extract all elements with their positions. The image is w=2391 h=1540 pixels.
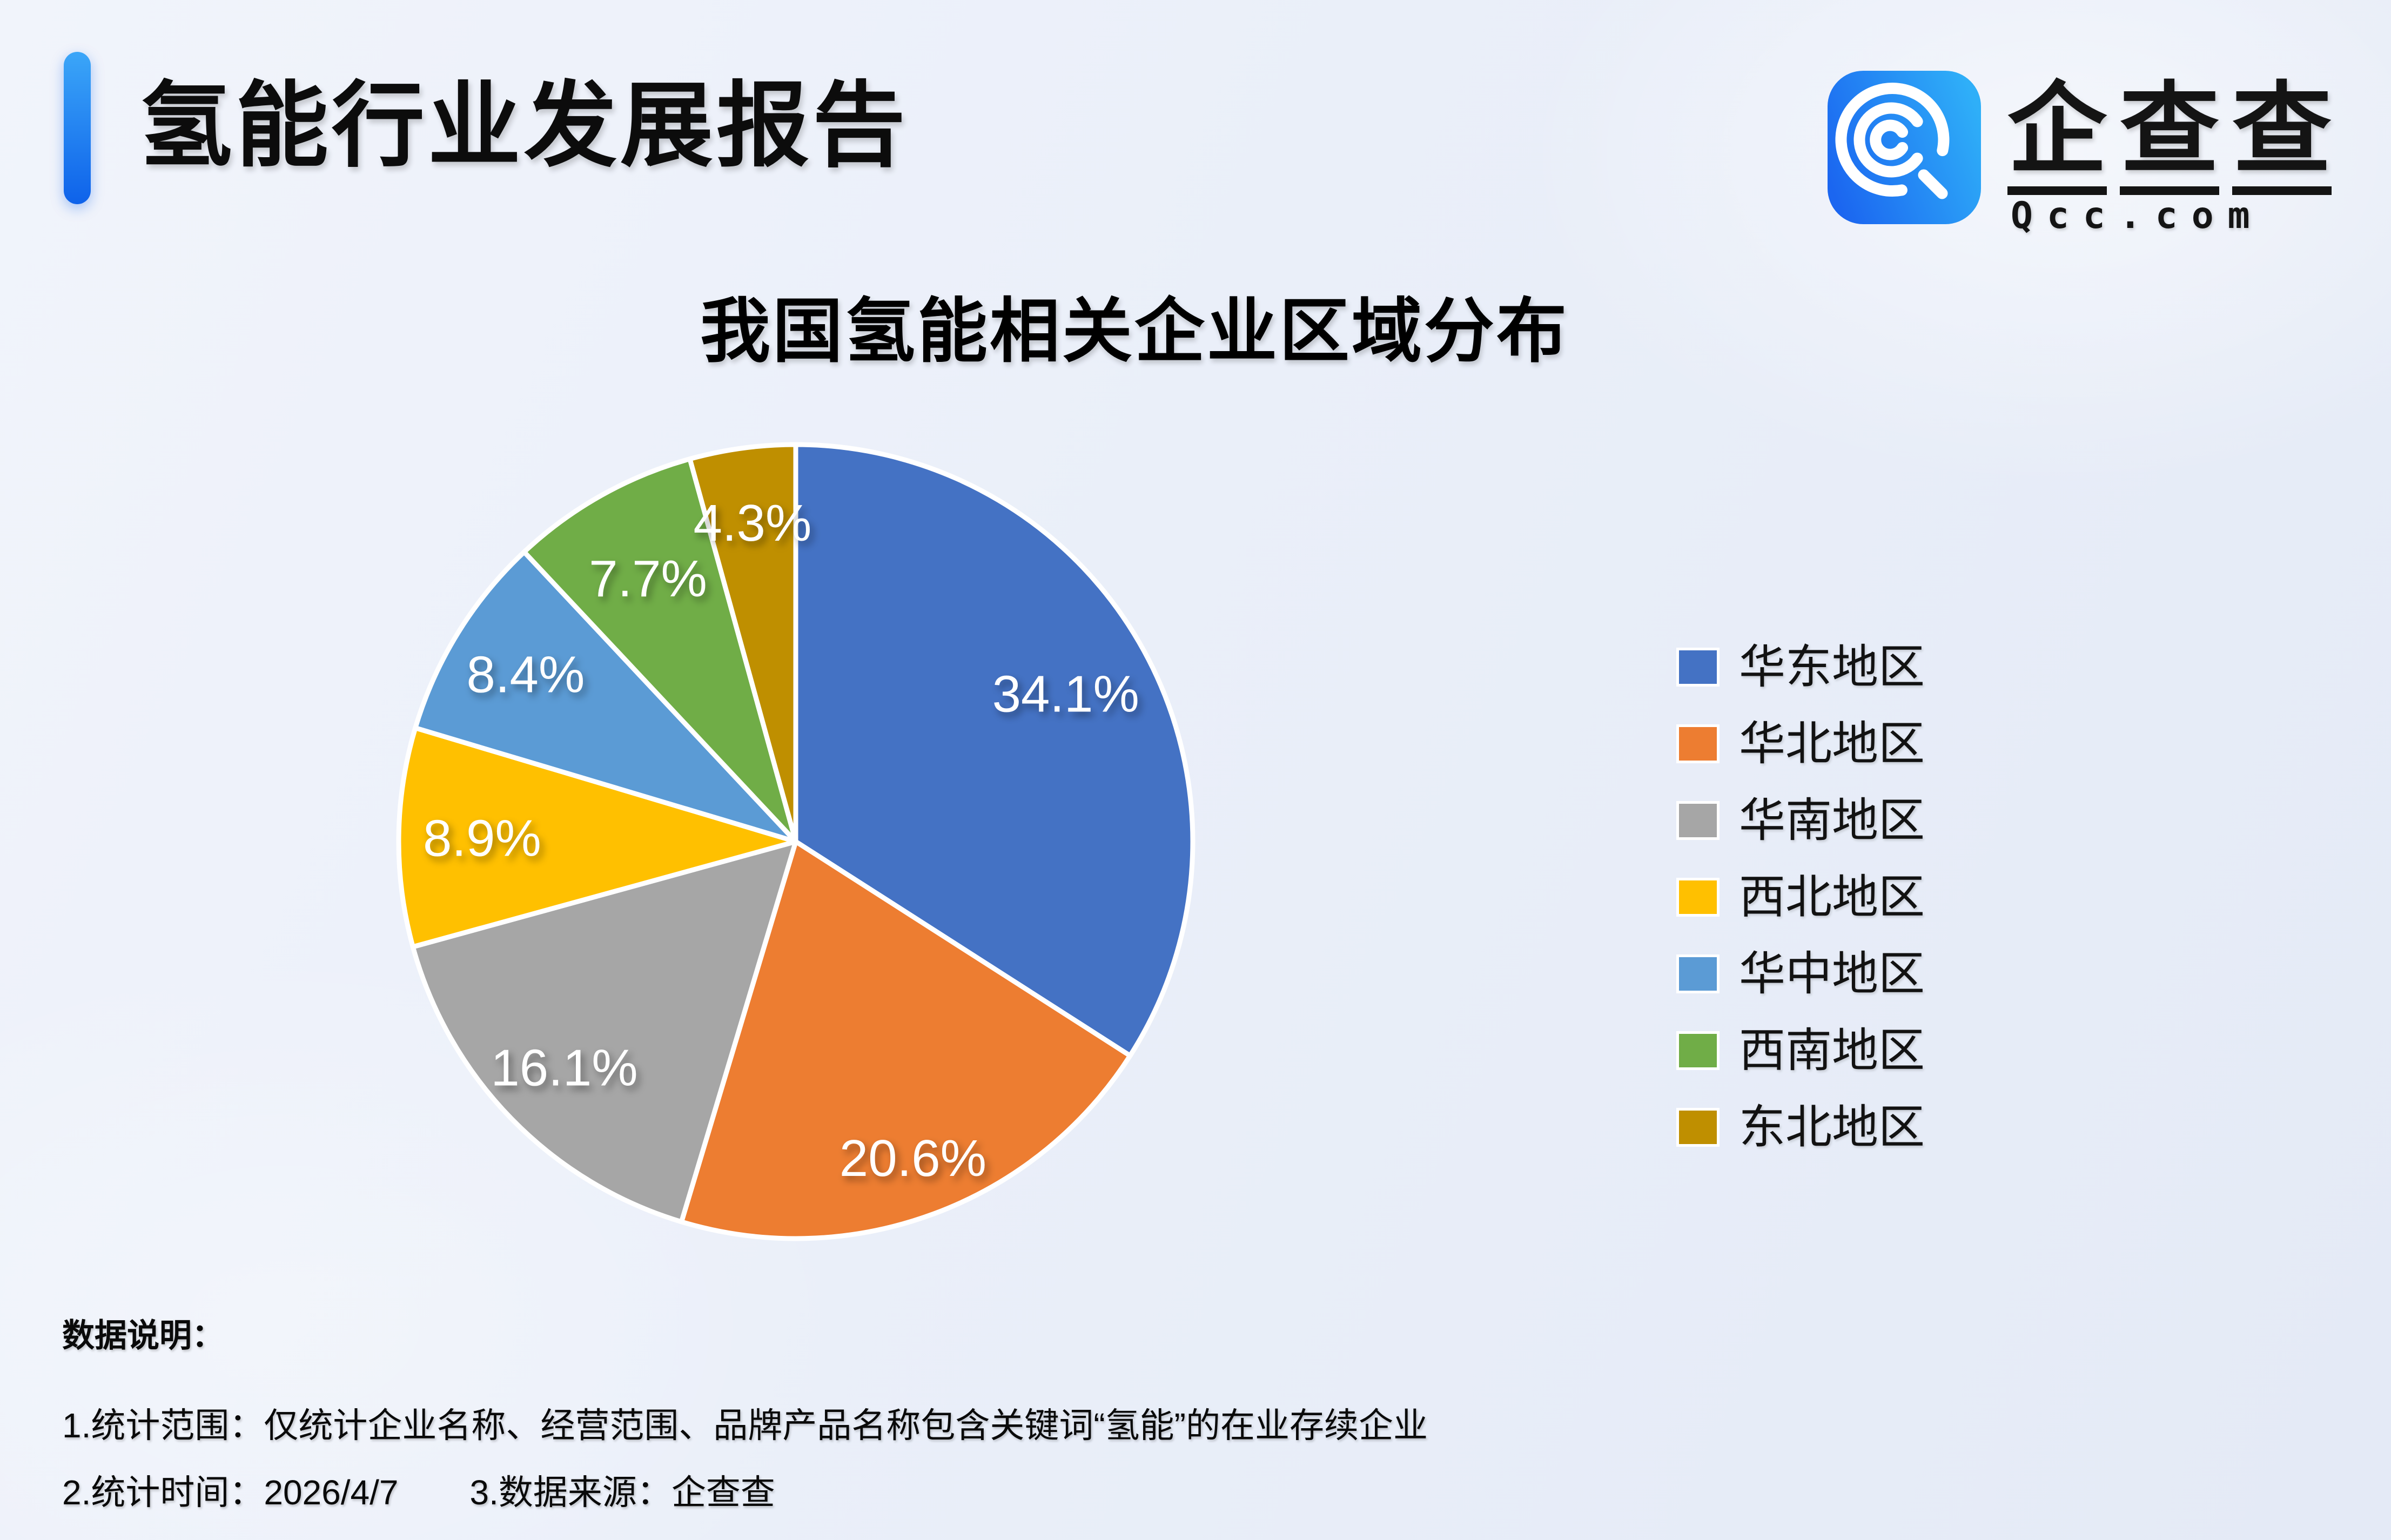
brand-char: 企 <box>2007 76 2107 195</box>
brand-wordmark: 企 查 查 <box>2007 76 2332 195</box>
legend-swatch <box>1676 1108 1720 1147</box>
brand-char: 查 <box>2120 76 2220 195</box>
pie-slice-西南地区 <box>521 456 798 844</box>
pie-chart: 34.1% 20.6% 16.1% 8.9% 8.4%7.7%4.3% <box>396 442 1196 1241</box>
legend-label: 华东地区 <box>1739 641 1925 693</box>
brand-domain: Qcc.com <box>2011 194 2264 237</box>
qcc-logo-icon <box>1828 71 1981 224</box>
legend-swatch <box>1676 878 1720 917</box>
pie-slices <box>396 442 1196 1241</box>
page-title: 氢能行业发展报告 <box>139 74 909 178</box>
legend-item-华中地区: 华中地区 <box>1676 951 1925 997</box>
note-line-1: 1.统计范围：仅统计企业名称、经营范围、品牌产品名称包含关键词“氢能”的在业存续… <box>62 1406 1428 1445</box>
legend-swatch <box>1676 648 1720 687</box>
legend-item-西北地区: 西北地区 <box>1676 874 1925 920</box>
legend-label: 西南地区 <box>1739 1025 1925 1077</box>
pie-slice-label-华北地区: 20.6% <box>839 1129 986 1187</box>
legend-item-华北地区: 华北地区 <box>1676 721 1925 767</box>
legend-label: 华南地区 <box>1739 795 1925 846</box>
pie-slice-东北地区 <box>687 442 798 844</box>
legend-label: 华中地区 <box>1739 948 1925 1000</box>
legend: 华东地区华北地区华南地区西北地区华中地区西南地区东北地区 <box>1676 644 1925 1151</box>
note-line-2: 2.统计时间：2026/4/7 3.数据来源：企查查 <box>62 1465 775 1515</box>
legend-item-西南地区: 西南地区 <box>1676 1027 1925 1074</box>
pie-slice-label-西北地区: 8.9% <box>423 810 541 867</box>
legend-label: 华北地区 <box>1739 718 1925 770</box>
brand-char: 查 <box>2232 76 2332 195</box>
note-stat-time: 2.统计时间：2026/4/7 <box>62 1473 399 1512</box>
legend-label: 西北地区 <box>1739 871 1925 923</box>
pie-slice-label-西南地区: 7.7% <box>589 550 707 608</box>
title-accent-bar <box>64 52 91 204</box>
pie-slice-华中地区 <box>413 549 798 844</box>
notes-heading: 数据说明： <box>62 1317 224 1354</box>
note-data-source: 3.数据来源：企查查 <box>469 1473 775 1512</box>
pie-slice-label-华东地区: 34.1% <box>992 665 1139 723</box>
pie-slice-label-华南地区: 16.1% <box>491 1039 637 1097</box>
legend-swatch <box>1676 724 1720 763</box>
legend-item-东北地区: 东北地区 <box>1676 1104 1925 1151</box>
chart-title: 我国氢能相关企业区域分布 <box>700 292 1569 371</box>
pie-slice-西北地区 <box>396 725 798 950</box>
pie-slice-华南地区 <box>410 839 798 1225</box>
legend-item-华东地区: 华东地区 <box>1676 644 1925 690</box>
legend-label: 东北地区 <box>1739 1101 1925 1153</box>
legend-swatch <box>1676 801 1720 840</box>
pie-slice-label-华中地区: 8.4% <box>466 646 585 704</box>
pie-slice-华北地区 <box>679 839 1133 1241</box>
pie-labels: 34.1% 20.6% 16.1% 8.9% 8.4%7.7%4.3% <box>423 494 1139 1187</box>
legend-swatch <box>1676 1031 1720 1070</box>
legend-item-华南地区: 华南地区 <box>1676 797 1925 844</box>
pie-slice-label-东北地区: 4.3% <box>693 494 811 552</box>
legend-swatch <box>1676 954 1720 993</box>
